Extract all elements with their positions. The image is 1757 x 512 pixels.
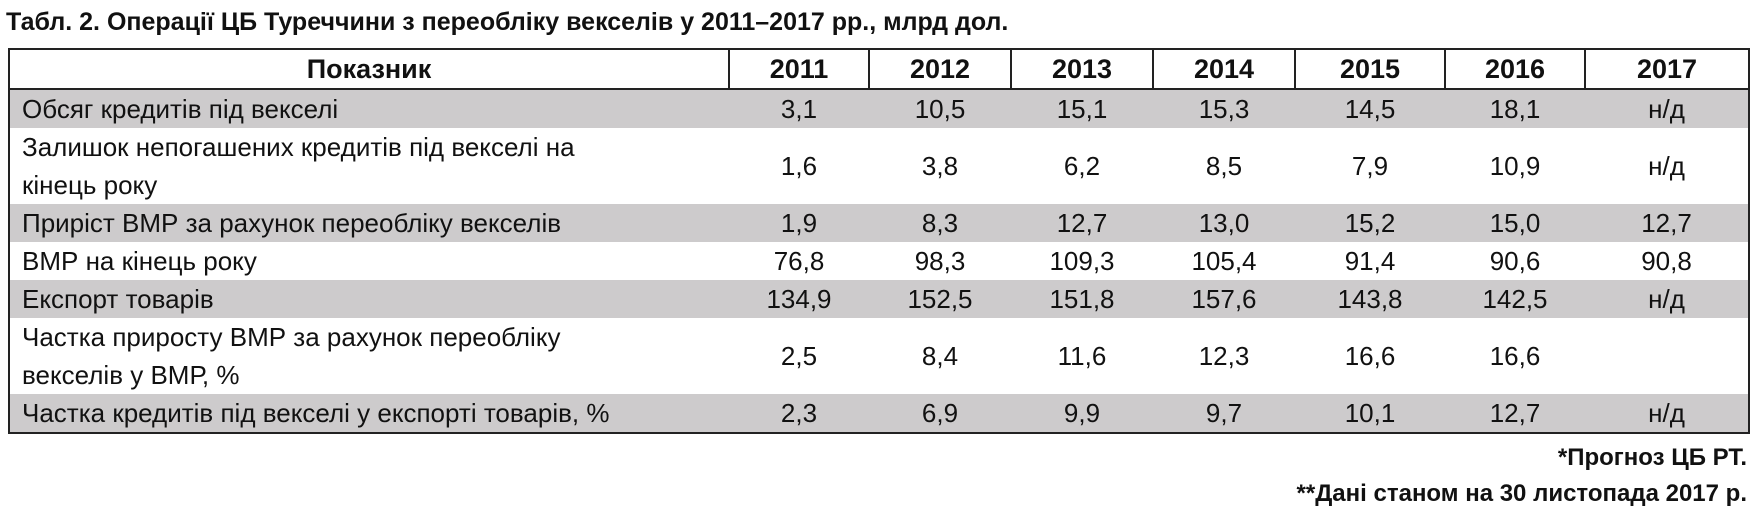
table-cell: 13,0: [1153, 204, 1295, 242]
table-cell: 10,9: [1445, 128, 1585, 204]
table-row: Приріст ВМР за рахунок переобліку вексел…: [9, 204, 1749, 242]
table-cell: 12,7: [1011, 204, 1153, 242]
table-cell: н/д: [1585, 280, 1749, 318]
table-cell: н/д: [1585, 89, 1749, 128]
header-cell-year: 2015: [1294, 48, 1446, 90]
row-label: Залишок непогашених кредитів під векселі…: [9, 128, 729, 204]
row-label: Обсяг кредитів під векселі: [9, 89, 729, 128]
table-cell: 151,8: [1011, 280, 1153, 318]
table-cell: 11,6: [1011, 318, 1153, 394]
header-cell-year: 2017: [1584, 48, 1750, 90]
table-cell: 8,5: [1153, 128, 1295, 204]
table-cell: 109,3: [1011, 242, 1153, 280]
table-cell: 91,4: [1295, 242, 1445, 280]
header-cell-year: 2014: [1152, 48, 1296, 90]
table-cell: 1,9: [729, 204, 869, 242]
table-cell: 90,8: [1585, 242, 1749, 280]
row-label: Частка приросту ВМР за рахунок переоблік…: [9, 318, 729, 394]
table-cell: 6,9: [869, 394, 1011, 433]
table-row: Експорт товарів 134,9 152,5 151,8 157,6 …: [9, 280, 1749, 318]
table-cell: 12,3: [1153, 318, 1295, 394]
table-cell: 152,5: [869, 280, 1011, 318]
table-cell: 134,9: [729, 280, 869, 318]
header-cell-year: 2016: [1444, 48, 1586, 90]
footnote-data-date: **Дані станом на 30 листопада 2017 р.: [1296, 480, 1747, 507]
table-row: ВМР на кінець року 76,8 98,3 109,3 105,4…: [9, 242, 1749, 280]
table-cell: 76,8: [729, 242, 869, 280]
row-label-line: Частка приросту ВМР за рахунок переоблік…: [22, 322, 561, 352]
table-cell: 98,3: [869, 242, 1011, 280]
table-cell: н/д: [1585, 128, 1749, 204]
footnote-forecast: *Прогноз ЦБ РТ.: [1557, 444, 1747, 471]
row-label: ВМР на кінець року: [9, 242, 729, 280]
table-cell: 18,1: [1445, 89, 1585, 128]
table-cell: 14,5: [1295, 89, 1445, 128]
header-cell-indicator: Показник: [8, 48, 730, 90]
table-cell: 16,6: [1295, 318, 1445, 394]
table-cell: 8,4: [869, 318, 1011, 394]
table-cell: 10,5: [869, 89, 1011, 128]
table-cell: 15,1: [1011, 89, 1153, 128]
row-label-line: векселів у ВМР, %: [22, 360, 240, 390]
table-cell: 16,6: [1445, 318, 1585, 394]
table-cell: 9,9: [1011, 394, 1153, 433]
table-cell: 15,0: [1445, 204, 1585, 242]
table-row: Обсяг кредитів під векселі 3,1 10,5 15,1…: [9, 89, 1749, 128]
table-cell: н/д: [1585, 394, 1749, 433]
table-row: Залишок непогашених кредитів під векселі…: [9, 128, 1749, 204]
table-cell: 15,3: [1153, 89, 1295, 128]
table-cell: 3,1: [729, 89, 869, 128]
row-label-line: кінець року: [22, 170, 158, 200]
table-cell: 9,7: [1153, 394, 1295, 433]
row-label: Експорт товарів: [9, 280, 729, 318]
table-cell: 7,9: [1295, 128, 1445, 204]
table-row: Частка приросту ВМР за рахунок переоблік…: [9, 318, 1749, 394]
table-caption: Табл. 2. Операції ЦБ Туреччини з переобл…: [6, 8, 1009, 36]
header-cell-year: 2011: [728, 48, 870, 90]
table-cell: 105,4: [1153, 242, 1295, 280]
table-cell: 12,7: [1585, 204, 1749, 242]
data-table: Показник 2011 2012 2013 2014 2015 2016 2…: [8, 48, 1750, 434]
table-cell: 8,3: [869, 204, 1011, 242]
table-cell: 15,2: [1295, 204, 1445, 242]
table-cell: 10,1: [1295, 394, 1445, 433]
table-cell: 2,5: [729, 318, 869, 394]
table-cell: 143,8: [1295, 280, 1445, 318]
row-label: Частка кредитів під векселі у експорті т…: [9, 394, 729, 433]
table-row: Частка кредитів під векселі у експорті т…: [9, 394, 1749, 433]
table-cell: 157,6: [1153, 280, 1295, 318]
row-label-line: Залишок непогашених кредитів під векселі…: [22, 132, 575, 162]
table-cell: 6,2: [1011, 128, 1153, 204]
table-cell: [1585, 318, 1749, 394]
header-cell-year: 2013: [1010, 48, 1154, 90]
table-cell: 12,7: [1445, 394, 1585, 433]
header-cell-year: 2012: [868, 48, 1012, 90]
table-cell: 3,8: [869, 128, 1011, 204]
header-row: Показник 2011 2012 2013 2014 2015 2016 2…: [8, 48, 1750, 90]
row-label: Приріст ВМР за рахунок переобліку вексел…: [9, 204, 729, 242]
table-cell: 2,3: [729, 394, 869, 433]
table-cell: 142,5: [1445, 280, 1585, 318]
table-cell: 90,6: [1445, 242, 1585, 280]
table-cell: 1,6: [729, 128, 869, 204]
